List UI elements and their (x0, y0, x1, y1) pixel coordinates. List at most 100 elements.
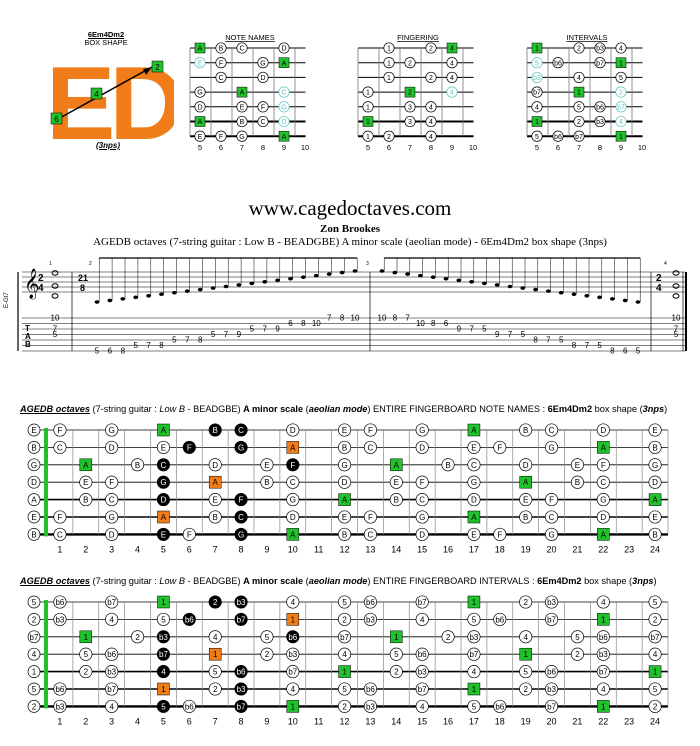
scale-note-label: E (198, 134, 203, 141)
scale-note-label: b3 (596, 119, 604, 126)
scale-root-marker (236, 86, 248, 98)
note-label: 5 (653, 685, 658, 694)
note-label: B (445, 461, 450, 470)
chord-note (51, 293, 59, 299)
scale-note (53, 612, 67, 626)
note-label: F (57, 513, 62, 522)
note-label: A (471, 426, 477, 435)
scale-note (363, 440, 377, 454)
scale-note (519, 682, 533, 696)
scale-note-marker (594, 101, 606, 113)
note-label: C (57, 530, 63, 539)
scale-note (545, 423, 559, 437)
title-part: aeolian mode (308, 576, 368, 586)
scale-note-marker (383, 57, 395, 69)
scale-note (260, 630, 274, 644)
tab-fret-number: 5 (172, 336, 177, 345)
box-shape-note (156, 630, 170, 644)
note-label: E (652, 513, 657, 522)
note-label: 5 (342, 685, 347, 694)
scale-note (493, 440, 507, 454)
scale-note (519, 630, 533, 644)
tab-letter: T (25, 324, 30, 333)
scale-note-marker (215, 71, 227, 83)
scale-root-marker (194, 42, 206, 54)
scale-note (570, 458, 584, 472)
scale-note-label: 4 (619, 46, 623, 53)
shape-mark (50, 112, 63, 125)
fret-number: 11 (314, 716, 323, 726)
open-string-label: E (31, 513, 36, 522)
chord-note (51, 270, 59, 276)
note-label: G (600, 496, 606, 505)
title-part: ( (303, 404, 309, 414)
root-note-marker (467, 510, 481, 524)
root-note-marker (648, 493, 662, 506)
scale-note-label: 2 (429, 75, 433, 82)
title-part: Low B (159, 576, 185, 586)
scale-note (467, 630, 481, 644)
tab-fret-number: 5 (597, 341, 602, 350)
fret-number: 10 (288, 716, 298, 726)
nut (44, 600, 48, 709)
scale-note-marker (531, 86, 543, 98)
note-label: b6 (418, 650, 427, 659)
open-string-note (27, 647, 41, 661)
scale-note (545, 527, 559, 541)
scale-note (648, 440, 662, 454)
scale-note (133, 295, 139, 300)
tab-chord-fret: 5 (53, 330, 58, 339)
scale-note (545, 510, 559, 524)
scale-note-marker (194, 86, 206, 98)
note-label: b6 (107, 650, 116, 659)
scale-note (53, 510, 67, 524)
note-label: 4 (420, 702, 425, 711)
scale-note (389, 647, 403, 661)
title-part: - BEADGBE) (184, 404, 244, 414)
note-label: B (523, 426, 528, 435)
scale-note-marker (278, 101, 290, 113)
scale-note-label: 2 (408, 60, 412, 67)
note-label: B (652, 530, 657, 539)
tab-fret-number: 10 (378, 314, 387, 323)
scale-note-marker (531, 71, 543, 83)
note-label: A (471, 513, 477, 522)
fret-number: 21 (572, 544, 582, 554)
scale-note-label: 1 (535, 119, 539, 126)
scale-note-label: D (260, 75, 265, 82)
note-label: F (187, 443, 192, 452)
bar-number: 2 (89, 261, 92, 267)
root-note-marker (467, 423, 481, 437)
note-label: A (652, 496, 658, 505)
scale-note (260, 458, 274, 472)
box-shape-note (234, 440, 248, 454)
scale-note-marker (425, 101, 437, 113)
fret-number: 20 (547, 716, 557, 726)
scale-note (415, 612, 429, 626)
note-label: A (213, 478, 219, 487)
scale-note (648, 612, 662, 626)
open-string-note (27, 458, 41, 472)
note-label: D (212, 461, 218, 470)
fret-number: 7 (213, 544, 218, 554)
scale-note-marker (615, 115, 627, 128)
note-label: F (601, 461, 606, 470)
note-label: 4 (342, 650, 347, 659)
open-string-note (27, 682, 41, 696)
site-url[interactable]: www.cagedoctaves.com (248, 196, 452, 220)
note-label: C (161, 461, 167, 470)
note-label: C (238, 513, 244, 522)
scale-note-marker (236, 101, 248, 113)
open-string-label: D (31, 478, 37, 487)
scale-note-marker (573, 71, 585, 83)
open-string-note (27, 665, 41, 678)
fret-number: 3 (109, 716, 114, 726)
scale-note-label: G (260, 60, 265, 67)
title-part: box shape ( (592, 404, 643, 414)
open-string-label: 2 (32, 702, 37, 711)
scale-note-marker (278, 115, 290, 128)
scale-note (105, 665, 119, 679)
scale-note (467, 699, 481, 713)
scale-note-label: A (282, 60, 287, 67)
scale-note (131, 458, 145, 472)
